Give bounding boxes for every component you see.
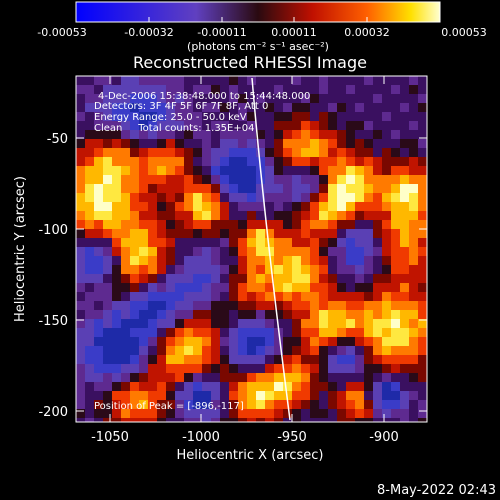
y-tick-label: -50	[47, 132, 68, 147]
colorbar-gradient	[76, 2, 440, 22]
colorbar-tick-label: 0.00053	[441, 26, 487, 39]
plot-frame	[75, 75, 428, 423]
colorbar: -0.00053 -0.00032 -0.00011 0.00011 0.000…	[37, 1, 487, 53]
axis-ticks	[76, 76, 427, 422]
rhessi-image-map	[76, 76, 427, 422]
info-energy-range: Energy Range: 25.0 - 50.0 keV	[94, 112, 247, 123]
x-tick-label: -1000	[182, 430, 220, 445]
colorbar-tick-label: -0.00011	[197, 26, 246, 39]
colorbar-unit-label: (photons cm⁻² s⁻¹ asec⁻²)	[187, 40, 329, 53]
info-clean-counts: Clean Total counts: 1.35E+04	[94, 123, 254, 134]
colorbar-tick-label: -0.00032	[124, 26, 173, 39]
timestamp: 8-May-2022 02:43	[377, 483, 496, 498]
colorbar-tick-label: 0.00011	[271, 26, 317, 39]
x-tick-label: -900	[369, 430, 399, 445]
colorbar-frame	[75, 1, 441, 23]
x-tick-label: -950	[277, 430, 307, 445]
colorbar-tick-label: -0.00053	[37, 26, 86, 39]
info-time-range: 4-Dec-2006 15:38:48.000 to 15:44:48.000	[98, 91, 310, 102]
x-tick-label: -1050	[91, 430, 129, 445]
y-axis-label: Heliocentric Y (arcsec)	[13, 176, 28, 322]
solar-limb-line	[251, 77, 291, 421]
peak-position-label: Position of Peak = [-896,-117]	[94, 401, 244, 412]
image-title: Reconstructed RHESSI Image	[133, 53, 367, 72]
colorbar-tick-label: 0.00032	[344, 26, 390, 39]
y-tick-label: -100	[38, 223, 68, 238]
y-tick-label: -150	[38, 314, 68, 329]
colorbar-ticks	[75, 17, 441, 22]
info-detectors: Detectors: 3F 4F 5F 6F 7F 8F, Att 0	[94, 101, 268, 112]
x-axis-label: Heliocentric X (arcsec)	[177, 448, 324, 463]
y-tick-label: -200	[38, 405, 68, 420]
